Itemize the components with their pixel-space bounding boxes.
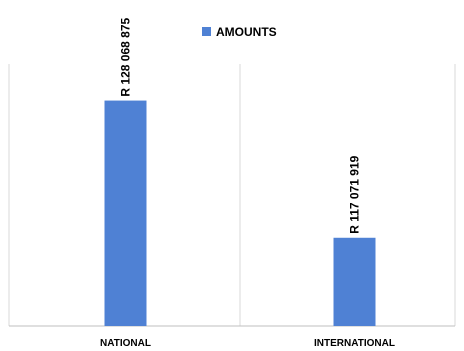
- x-tick-label-international: INTERNATIONAL: [314, 338, 395, 349]
- data-label-national: R 128 068 875: [119, 18, 133, 97]
- legend: AMOUNTS: [202, 25, 277, 39]
- legend-label-amounts: AMOUNTS: [216, 25, 277, 39]
- legend-swatch-amounts: [202, 27, 211, 36]
- data-labels: R 128 068 875 R 117 071 919: [119, 18, 362, 234]
- x-tick-label-national: NATIONAL: [100, 338, 151, 349]
- bars: [104, 100, 376, 326]
- bar-international: [333, 237, 376, 326]
- data-label-international: R 117 071 919: [348, 155, 362, 233]
- plot-area: [8, 64, 456, 327]
- x-axis-ticks: NATIONAL INTERNATIONAL: [100, 338, 395, 349]
- bar-national: [104, 100, 147, 326]
